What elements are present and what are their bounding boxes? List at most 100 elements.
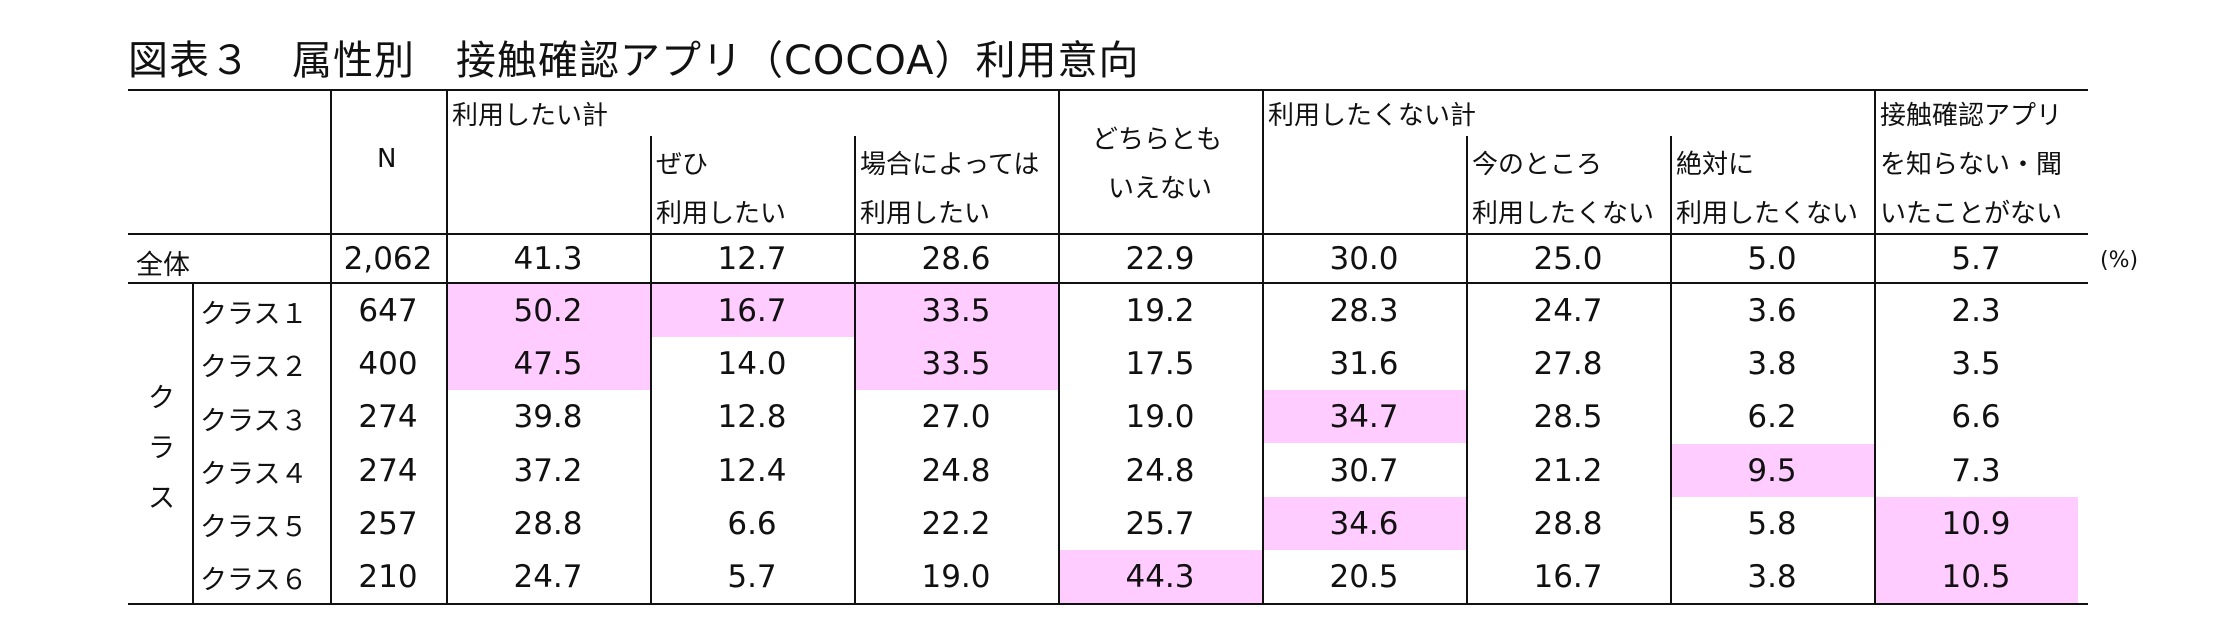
class-row-cell: 31.6 bbox=[1329, 345, 1399, 382]
highlight-cell bbox=[1059, 550, 1262, 603]
class-row-cell: 10.5 bbox=[1941, 558, 2011, 595]
class-row-cell: 17.5 bbox=[1125, 345, 1195, 382]
highlight-cell bbox=[447, 284, 650, 337]
class-row-cell: 34.7 bbox=[1329, 398, 1399, 435]
class-row-cell: 274 bbox=[358, 398, 418, 435]
col-divider bbox=[1262, 89, 1264, 605]
table-bottom-rule bbox=[128, 603, 2088, 605]
header-n: N bbox=[377, 144, 397, 174]
class-row-cell: 37.2 bbox=[513, 452, 583, 489]
row-label: クラス２ bbox=[200, 352, 308, 383]
row-label: クラス５ bbox=[200, 512, 308, 543]
table-top-rule bbox=[128, 89, 2088, 91]
total-row-cell: 12.7 bbox=[717, 240, 787, 277]
total-row-label: 全体 bbox=[136, 250, 190, 281]
total-row-cell: 30.0 bbox=[1329, 240, 1399, 277]
row-label: クラス３ bbox=[200, 406, 308, 437]
class-row-cell: 44.3 bbox=[1125, 558, 1195, 595]
total-row-cell: 22.9 bbox=[1125, 240, 1195, 277]
highlight-cell bbox=[651, 284, 854, 337]
header-unknown-line2: を知らない・聞 bbox=[1880, 150, 2063, 180]
col-divider bbox=[1874, 89, 1876, 605]
class-row-cell: 7.3 bbox=[1951, 452, 2001, 489]
header-bottom-rule bbox=[128, 233, 2088, 235]
row-label: クラス６ bbox=[200, 565, 308, 596]
class-row-cell: 14.0 bbox=[717, 345, 787, 382]
group-label-char: ス bbox=[148, 483, 175, 514]
class-row-cell: 39.8 bbox=[513, 398, 583, 435]
highlight-cell bbox=[1671, 444, 1874, 497]
class-row-cell: 28.3 bbox=[1329, 292, 1399, 329]
header-absolutely-line2: 利用したくない bbox=[1676, 199, 1859, 229]
total-row-bottom-rule bbox=[128, 282, 2088, 284]
header-definitely-line2: 利用したい bbox=[656, 199, 787, 229]
class-row-cell: 3.5 bbox=[1951, 345, 2001, 382]
class-row-cell: 6.2 bbox=[1747, 398, 1797, 435]
class-row-cell: 25.7 bbox=[1125, 505, 1195, 542]
col-divider bbox=[446, 89, 448, 605]
class-row-cell: 3.8 bbox=[1747, 345, 1797, 382]
col-divider bbox=[650, 136, 652, 605]
total-row-cell: 28.6 bbox=[921, 240, 991, 277]
class-row-cell: 20.5 bbox=[1329, 558, 1399, 595]
total-row-cell: 25.0 bbox=[1533, 240, 1603, 277]
header-not-use-total: 利用したくない計 bbox=[1268, 101, 1477, 131]
header-for-now-line1: 今のところ bbox=[1472, 150, 1603, 180]
class-row-cell: 12.8 bbox=[717, 398, 787, 435]
class-row-cell: 34.6 bbox=[1329, 505, 1399, 542]
class-row-cell: 24.8 bbox=[921, 452, 991, 489]
highlight-cell bbox=[855, 284, 1058, 337]
header-depends-line1: 場合によっては bbox=[860, 150, 1040, 180]
class-row-cell: 6.6 bbox=[1951, 398, 2001, 435]
class-row-cell: 19.0 bbox=[1125, 398, 1195, 435]
class-row-cell: 9.5 bbox=[1747, 452, 1797, 489]
class-row-cell: 5.8 bbox=[1747, 505, 1797, 542]
class-row-cell: 50.2 bbox=[513, 292, 583, 329]
col-divider bbox=[330, 89, 332, 605]
highlight-cell bbox=[1263, 390, 1466, 443]
highlight-cell bbox=[1875, 497, 2078, 550]
header-use-total: 利用したい計 bbox=[452, 101, 609, 131]
highlight-cell bbox=[1875, 550, 2078, 603]
class-row-cell: 22.2 bbox=[921, 505, 991, 542]
row-label: クラス４ bbox=[200, 459, 308, 490]
class-row-cell: 24.7 bbox=[513, 558, 583, 595]
total-row-cell: 2,062 bbox=[343, 240, 433, 277]
class-row-cell: 6.6 bbox=[727, 505, 777, 542]
class-row-cell: 210 bbox=[358, 558, 418, 595]
class-row-cell: 19.2 bbox=[1125, 292, 1195, 329]
class-row-cell: 28.5 bbox=[1533, 398, 1603, 435]
class-row-cell: 33.5 bbox=[921, 292, 991, 329]
header-absolutely-line1: 絶対に bbox=[1676, 150, 1755, 180]
class-row-cell: 274 bbox=[358, 452, 418, 489]
class-row-cell: 3.6 bbox=[1747, 292, 1797, 329]
col-divider bbox=[854, 136, 856, 605]
highlight-cell bbox=[447, 337, 650, 390]
class-row-cell: 3.8 bbox=[1747, 558, 1797, 595]
highlight-cell bbox=[855, 337, 1058, 390]
class-row-cell: 27.0 bbox=[921, 398, 991, 435]
group-label-char: ク bbox=[148, 383, 175, 414]
class-row-cell: 400 bbox=[358, 345, 418, 382]
class-row-cell: 24.7 bbox=[1533, 292, 1603, 329]
header-unknown-line1: 接触確認アプリ bbox=[1880, 101, 2063, 131]
class-row-cell: 24.8 bbox=[1125, 452, 1195, 489]
class-row-cell: 5.7 bbox=[727, 558, 777, 595]
highlight-cell bbox=[1263, 497, 1466, 550]
class-row-cell: 16.7 bbox=[1533, 558, 1603, 595]
header-neither-line2: いえない bbox=[1108, 174, 1213, 204]
class-row-cell: 16.7 bbox=[717, 292, 787, 329]
class-row-cell: 2.3 bbox=[1951, 292, 2001, 329]
header-for-now-line2: 利用したくない bbox=[1472, 199, 1655, 229]
group-label-char: ラ bbox=[148, 433, 175, 464]
class-row-cell: 21.2 bbox=[1533, 452, 1603, 489]
header-unknown-line3: いたことがない bbox=[1880, 199, 2063, 229]
class-row-cell: 33.5 bbox=[921, 345, 991, 382]
col-divider bbox=[1058, 89, 1060, 605]
unit-label: (%) bbox=[2100, 248, 2139, 273]
col-divider bbox=[192, 283, 194, 605]
class-row-cell: 12.4 bbox=[717, 452, 787, 489]
col-divider bbox=[1466, 136, 1468, 605]
header-neither-line1: どちらとも bbox=[1092, 125, 1223, 155]
class-row-cell: 10.9 bbox=[1941, 505, 2011, 542]
